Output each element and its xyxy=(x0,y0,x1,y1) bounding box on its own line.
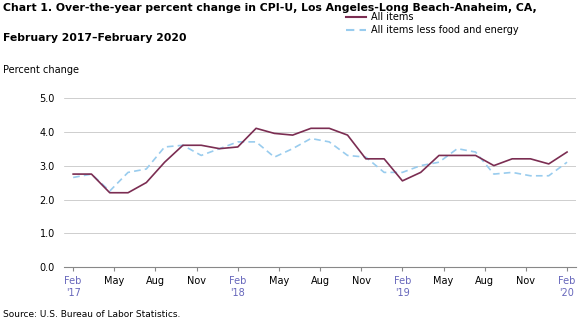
Text: Percent change: Percent change xyxy=(3,65,79,75)
Text: February 2017–February 2020: February 2017–February 2020 xyxy=(3,33,186,43)
Text: Chart 1. Over-the-year percent change in CPI-U, Los Angeles-Long Beach-Anaheim, : Chart 1. Over-the-year percent change in… xyxy=(3,3,537,13)
Legend: All items, All items less food and energy: All items, All items less food and energ… xyxy=(342,8,522,39)
Text: Source: U.S. Bureau of Labor Statistics.: Source: U.S. Bureau of Labor Statistics. xyxy=(3,310,180,319)
